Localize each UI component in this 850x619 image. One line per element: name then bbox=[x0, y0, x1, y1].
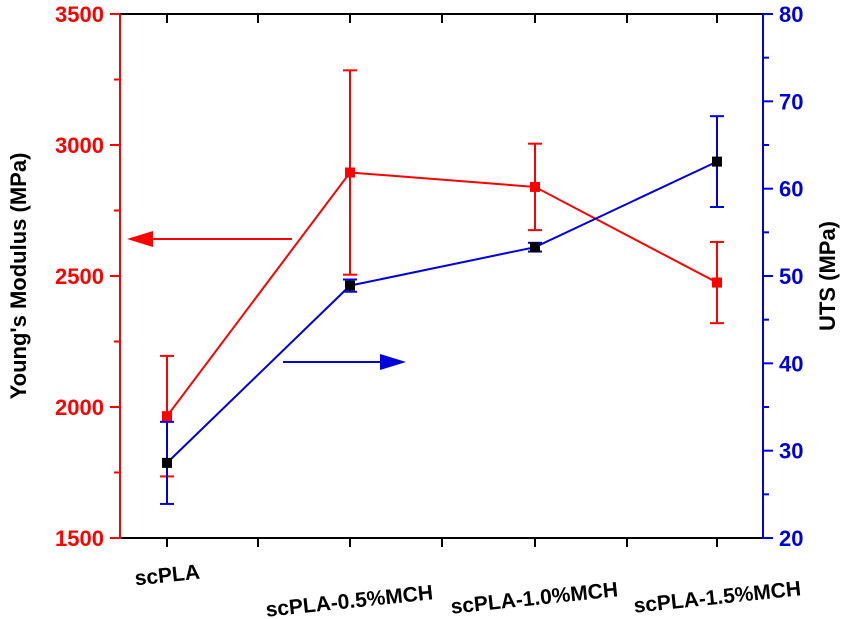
left-tick-label: 1500 bbox=[55, 526, 104, 551]
axis-indicator-arrows bbox=[127, 231, 406, 370]
left-tick-label: 3500 bbox=[55, 2, 104, 27]
left-tick-label: 2500 bbox=[55, 264, 104, 289]
data-point-marker bbox=[162, 411, 172, 422]
series-young-s-modulus bbox=[160, 69, 724, 478]
x-category-label: scPLA-1.5%MCH bbox=[633, 577, 803, 617]
right-tick-label: 40 bbox=[779, 351, 803, 376]
data-point-marker bbox=[345, 167, 355, 178]
right-tick-label: 80 bbox=[779, 2, 803, 27]
right-tick-label: 60 bbox=[779, 177, 803, 202]
plot-frame bbox=[120, 13, 763, 539]
x-axis: scPLA scPLA-0.5%MCH scPLA-1.0%MCH scPLA-1.5… bbox=[134, 14, 802, 619]
data-point-marker bbox=[530, 181, 540, 192]
x-category-label: scPLA bbox=[134, 561, 201, 591]
left-tick-label: 3000 bbox=[55, 133, 104, 158]
right-tick-label: 20 bbox=[779, 526, 803, 551]
series-line bbox=[166, 171, 718, 417]
data-point-marker bbox=[530, 242, 540, 253]
data-point-marker bbox=[345, 280, 355, 291]
right-tick-label: 50 bbox=[779, 264, 803, 289]
right-axis-title: UTS (MPa) bbox=[815, 221, 840, 331]
right-tick-label: 70 bbox=[779, 89, 803, 114]
data-point-marker bbox=[712, 277, 722, 288]
x-category-label: scPLA-0.5%MCH bbox=[265, 581, 435, 619]
left-y-axis: 1500 2000 2500 3000 3500 bbox=[55, 2, 121, 551]
series-line bbox=[166, 160, 718, 464]
series-layer bbox=[160, 69, 724, 505]
left-tick-label: 2000 bbox=[55, 395, 104, 420]
right-arrow-icon bbox=[380, 354, 406, 370]
right-tick-label: 30 bbox=[779, 439, 803, 464]
data-point-marker bbox=[712, 156, 722, 167]
left-arrow-icon bbox=[127, 231, 153, 247]
data-point-marker bbox=[162, 457, 172, 468]
x-category-label: scPLA-1.0%MCH bbox=[450, 578, 620, 618]
series-uts bbox=[160, 115, 724, 505]
right-y-axis: 20 30 40 50 60 70 80 bbox=[762, 2, 803, 551]
left-axis-title: Young's Modulus (MPa) bbox=[6, 153, 31, 400]
